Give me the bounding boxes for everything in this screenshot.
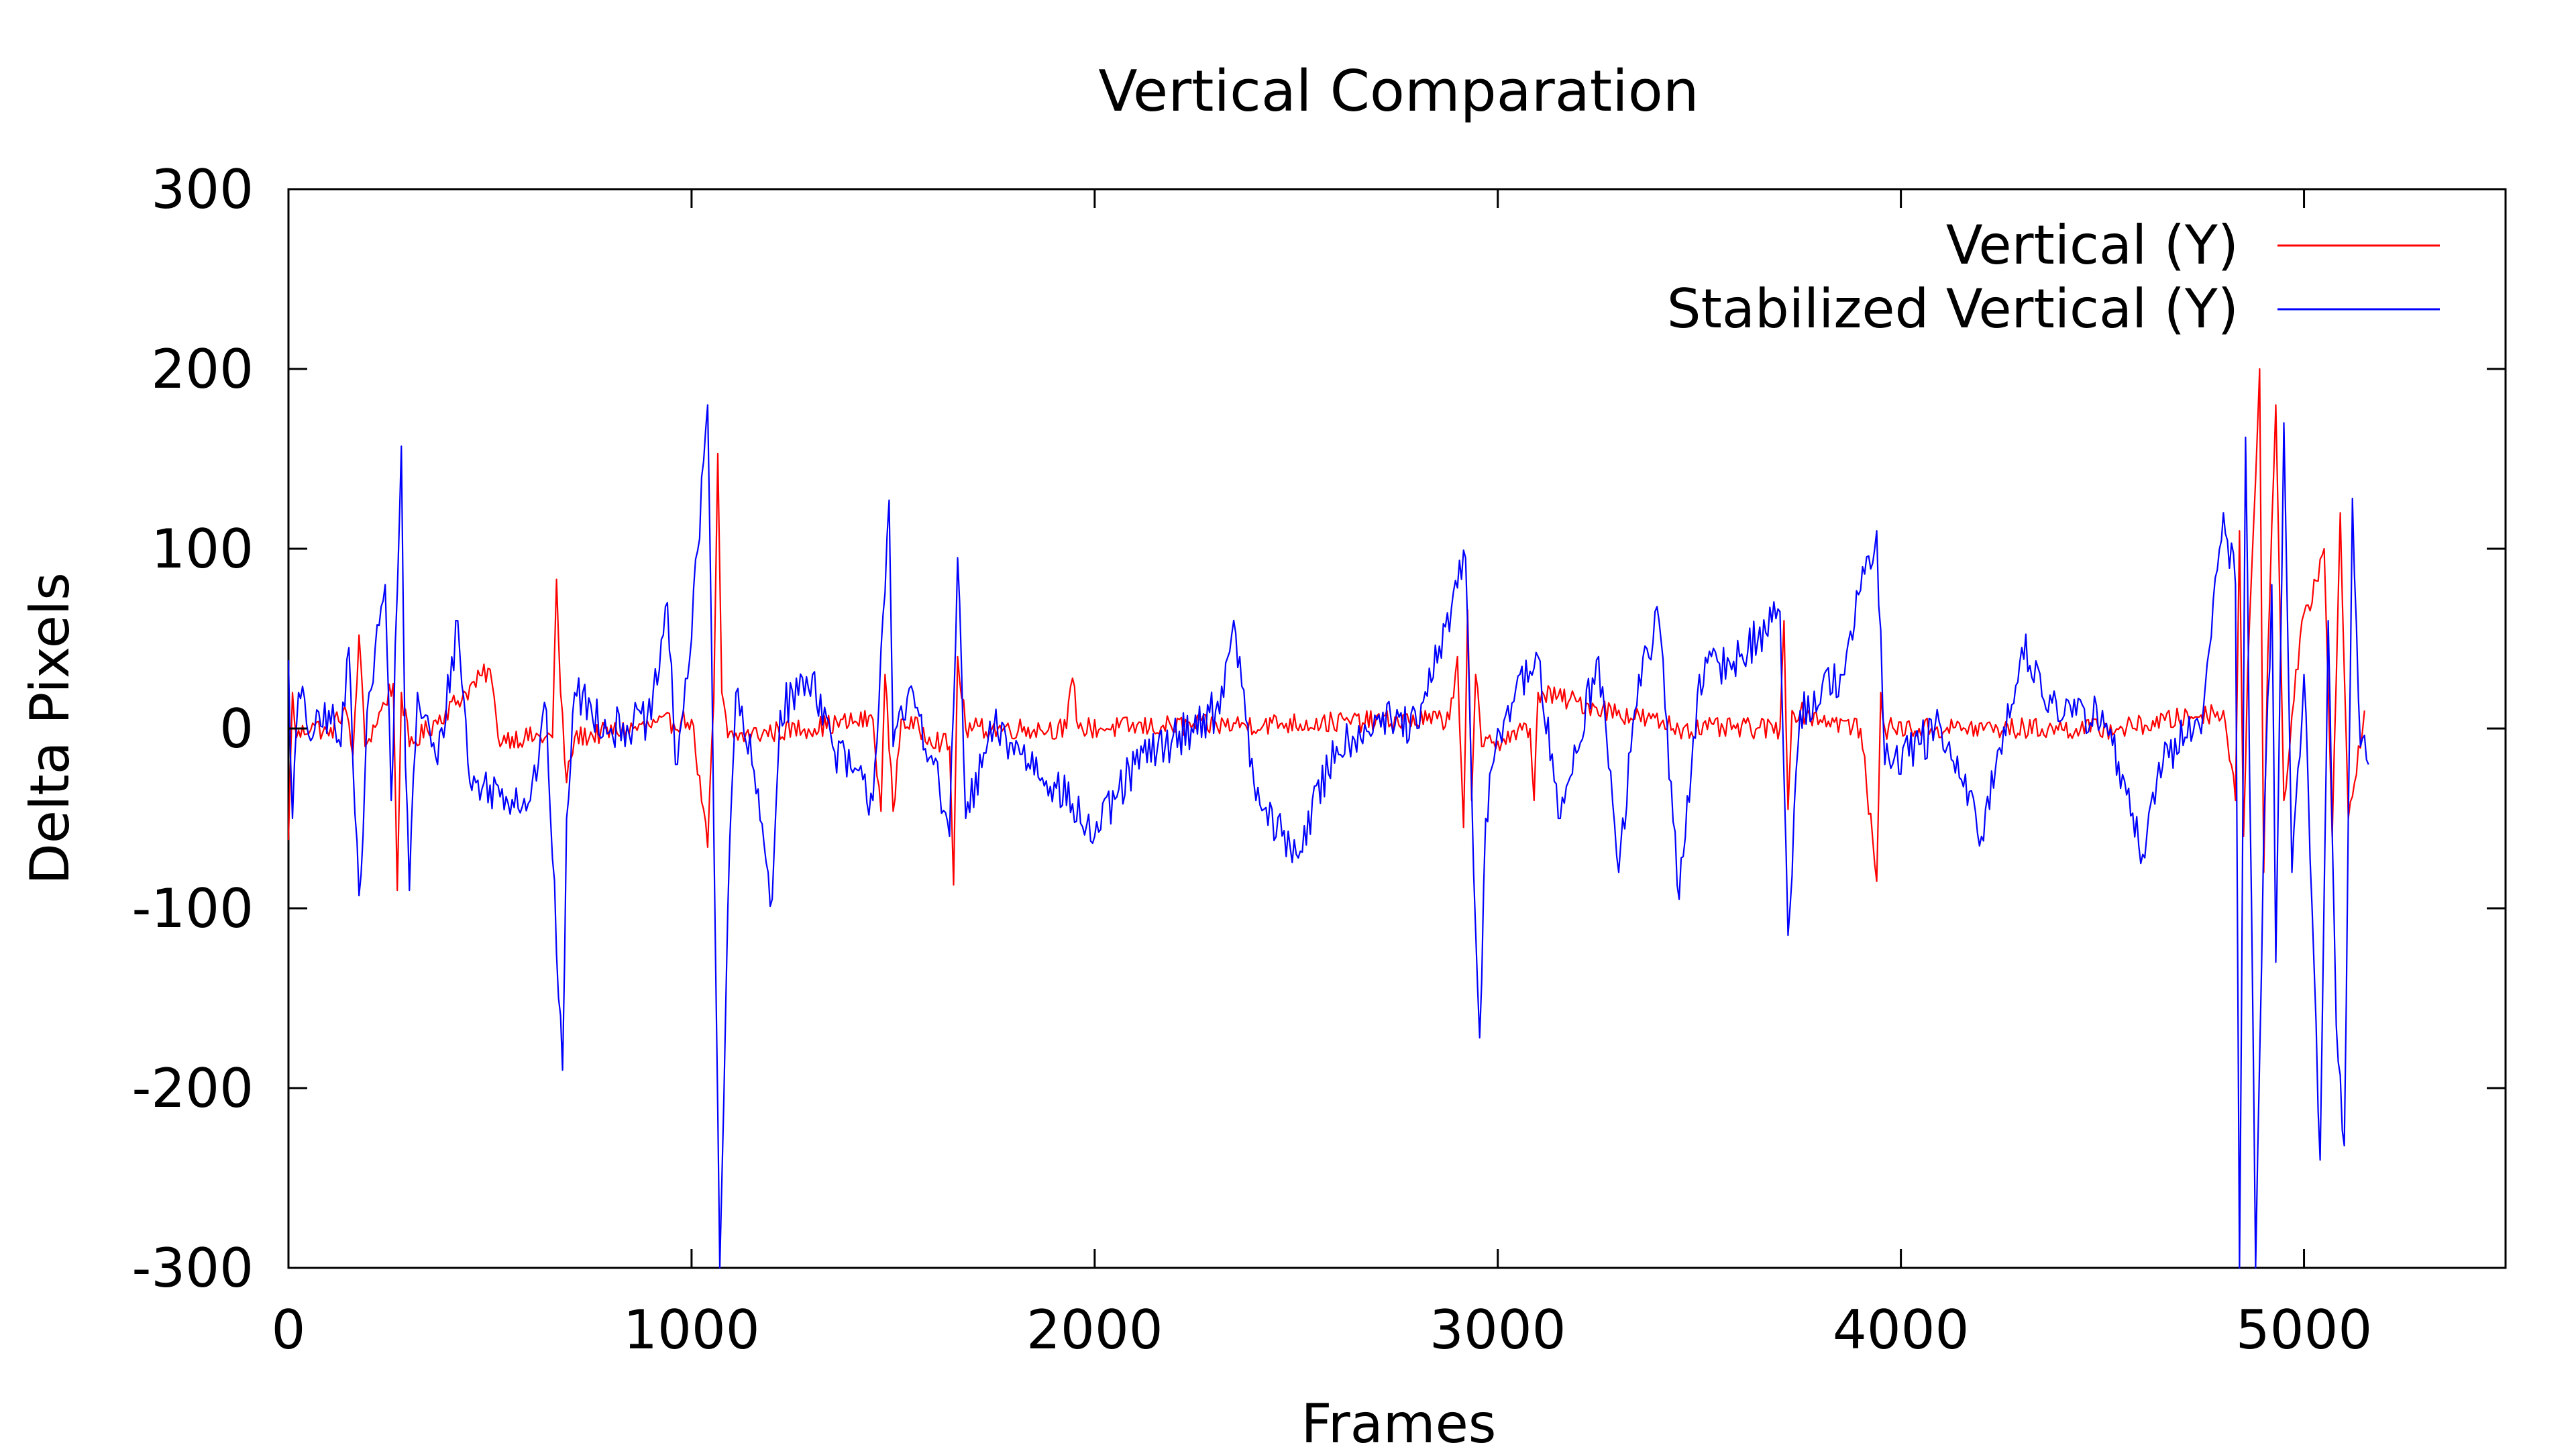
plot-area: [287, 188, 2507, 1269]
legend-entry-stabilized: Stabilized Vertical (Y): [1667, 278, 2440, 340]
series-lines: [287, 368, 2369, 1269]
x-tick-label: 0: [272, 1299, 306, 1361]
y-tick-label: -200: [131, 1057, 254, 1120]
y-tick-label: 200: [151, 338, 254, 400]
y-tick-label: -100: [131, 877, 254, 940]
chart-title: Vertical Comparation: [1098, 58, 1699, 125]
legend: Vertical (Y) Stabilized Vertical (Y): [1667, 214, 2440, 340]
x-axis-label: Frames: [1301, 1393, 1497, 1449]
x-tick-label: 3000: [1430, 1299, 1566, 1361]
y-axis: -300 -200 -100 0 100 200 300: [131, 158, 2506, 1299]
x-tick-label: 2000: [1026, 1299, 1163, 1361]
series-line-stabilized: [287, 404, 2369, 1269]
x-axis: 0 1000 2000 3000 4000 5000: [272, 189, 2373, 1361]
legend-label-vertical: Vertical (Y): [1946, 214, 2239, 276]
x-tick-label: 4000: [1833, 1299, 1970, 1361]
y-tick-label: -300: [131, 1237, 254, 1299]
series-line-vertical: [287, 368, 2365, 892]
y-tick-label: 0: [219, 698, 254, 760]
plot-frame: [287, 188, 2507, 1269]
y-tick-label: 100: [151, 518, 254, 580]
x-tick-label: 5000: [2236, 1299, 2373, 1361]
y-axis-label: Delta Pixels: [19, 572, 81, 885]
legend-label-stabilized: Stabilized Vertical (Y): [1667, 278, 2239, 340]
legend-entry-vertical: Vertical (Y): [1946, 214, 2440, 276]
x-tick-label: 1000: [623, 1299, 760, 1361]
y-tick-label: 300: [151, 158, 254, 221]
